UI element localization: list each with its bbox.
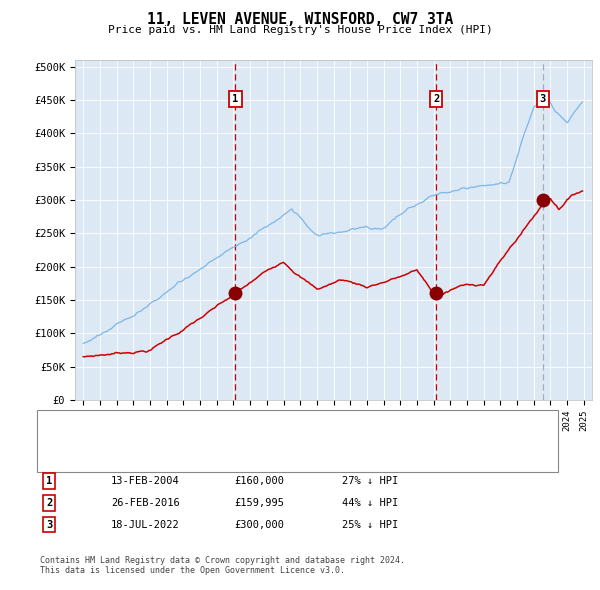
Text: 3: 3: [46, 520, 52, 529]
Text: 1: 1: [46, 476, 52, 486]
Text: HPI: Average price, detached house, Cheshire West and Chester: HPI: Average price, detached house, Ches…: [71, 438, 437, 447]
Text: 2: 2: [46, 498, 52, 507]
Text: 11, LEVEN AVENUE, WINSFORD, CW7 3TA (detached house): 11, LEVEN AVENUE, WINSFORD, CW7 3TA (det…: [71, 421, 383, 430]
Text: 3: 3: [539, 94, 546, 104]
Text: 13-FEB-2004: 13-FEB-2004: [111, 476, 180, 486]
Text: 44% ↓ HPI: 44% ↓ HPI: [342, 498, 398, 507]
Text: 18-JUL-2022: 18-JUL-2022: [111, 520, 180, 529]
Text: £159,995: £159,995: [234, 498, 284, 507]
Text: 2: 2: [433, 94, 439, 104]
Text: 27% ↓ HPI: 27% ↓ HPI: [342, 476, 398, 486]
Text: Contains HM Land Registry data © Crown copyright and database right 2024.
This d: Contains HM Land Registry data © Crown c…: [40, 556, 405, 575]
Text: £160,000: £160,000: [234, 476, 284, 486]
Text: 11, LEVEN AVENUE, WINSFORD, CW7 3TA: 11, LEVEN AVENUE, WINSFORD, CW7 3TA: [147, 12, 453, 27]
Text: £300,000: £300,000: [234, 520, 284, 529]
Text: Price paid vs. HM Land Registry's House Price Index (HPI): Price paid vs. HM Land Registry's House …: [107, 25, 493, 35]
Text: 1: 1: [232, 94, 239, 104]
Text: 25% ↓ HPI: 25% ↓ HPI: [342, 520, 398, 529]
Text: 26-FEB-2016: 26-FEB-2016: [111, 498, 180, 507]
